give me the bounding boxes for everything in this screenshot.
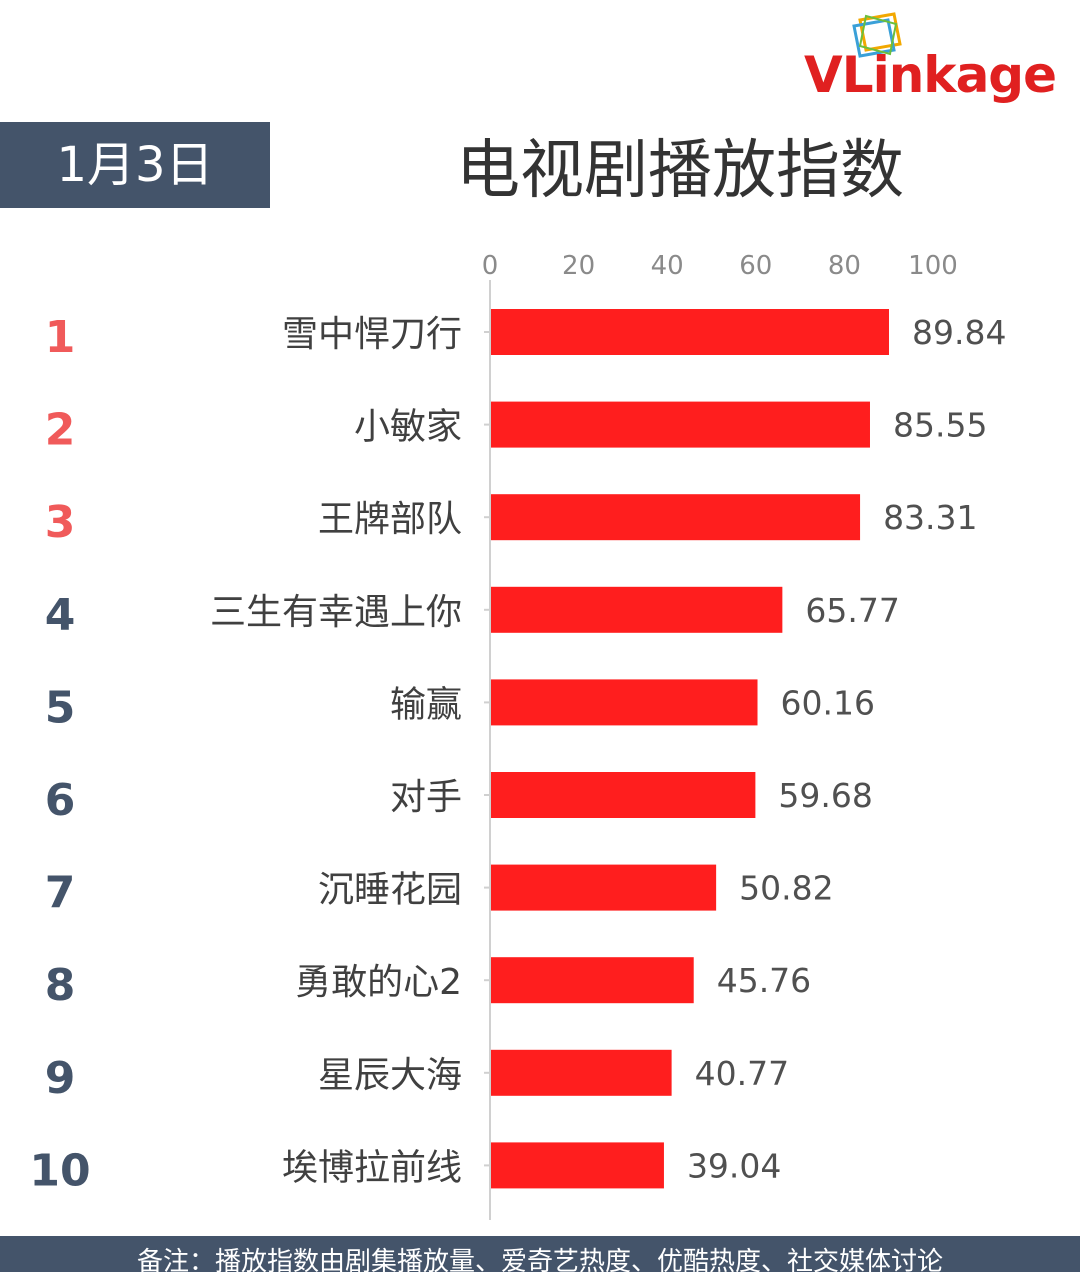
bar — [491, 957, 694, 1004]
footer-note: 备注：播放指数由剧集播放量、爱奇艺热度、优酷热度、社交媒体讨论 — [0, 1236, 1080, 1272]
value-label: 65.77 — [805, 591, 899, 630]
rank-label: 2 — [45, 405, 76, 456]
value-label: 45.76 — [717, 961, 811, 1000]
category-label: 勇敢的心2 — [295, 962, 462, 1003]
rank-label: 8 — [45, 960, 76, 1011]
rank-label: 1 — [45, 312, 76, 363]
rank-label: 4 — [45, 590, 76, 641]
bar — [491, 401, 870, 448]
category-label: 对手 — [390, 777, 462, 818]
rank-label: 10 — [29, 1145, 90, 1196]
x-tick-label: 100 — [908, 251, 958, 281]
value-label: 39.04 — [687, 1146, 781, 1185]
x-tick-label: 60 — [739, 251, 772, 281]
rank-label: 3 — [45, 497, 76, 548]
value-label: 89.84 — [912, 313, 1006, 352]
bar — [491, 679, 758, 726]
logo-text: VLinkage — [804, 46, 1057, 104]
value-label: 59.68 — [778, 776, 872, 815]
category-label: 雪中悍刀行 — [282, 314, 462, 355]
vlinkage-logo: VLinkage — [790, 10, 1057, 110]
x-tick-label: 40 — [651, 251, 684, 281]
category-label: 王牌部队 — [318, 499, 462, 540]
category-label: 小敏家 — [354, 407, 462, 448]
rank-label: 7 — [45, 868, 76, 919]
category-label: 三生有幸遇上你 — [210, 592, 462, 633]
x-tick-label: 80 — [828, 251, 861, 281]
bar-chart: 0 20 40 60 80 100 1 雪中悍刀行 89.84 2 小敏家 85.55 3 王牌部队 83.… — [29, 251, 1006, 1220]
value-label: 83.31 — [883, 498, 977, 537]
x-tick-label: 20 — [562, 251, 595, 281]
x-tick-label: 0 — [482, 251, 499, 281]
bar — [491, 494, 861, 541]
bar — [491, 309, 889, 355]
rank-label: 6 — [45, 775, 76, 826]
date-badge: 1月3日 — [0, 122, 270, 208]
value-label: 85.55 — [893, 406, 987, 445]
bar — [491, 1049, 672, 1096]
rank-label: 9 — [45, 1053, 76, 1104]
category-label: 输赢 — [390, 684, 462, 725]
category-label: 埃博拉前线 — [282, 1147, 462, 1188]
category-label: 星辰大海 — [318, 1055, 462, 1096]
rank-label: 5 — [45, 682, 76, 733]
bar — [491, 864, 717, 911]
category-label: 沉睡花园 — [318, 870, 462, 911]
value-label: 40.77 — [695, 1054, 789, 1093]
bar — [491, 1142, 664, 1189]
logo-frames-icon — [852, 12, 902, 58]
page-title: 电视剧播放指数 — [456, 134, 904, 208]
bar — [491, 772, 756, 818]
value-label: 50.82 — [739, 869, 833, 908]
bar — [491, 586, 783, 633]
value-label: 60.16 — [781, 683, 875, 722]
